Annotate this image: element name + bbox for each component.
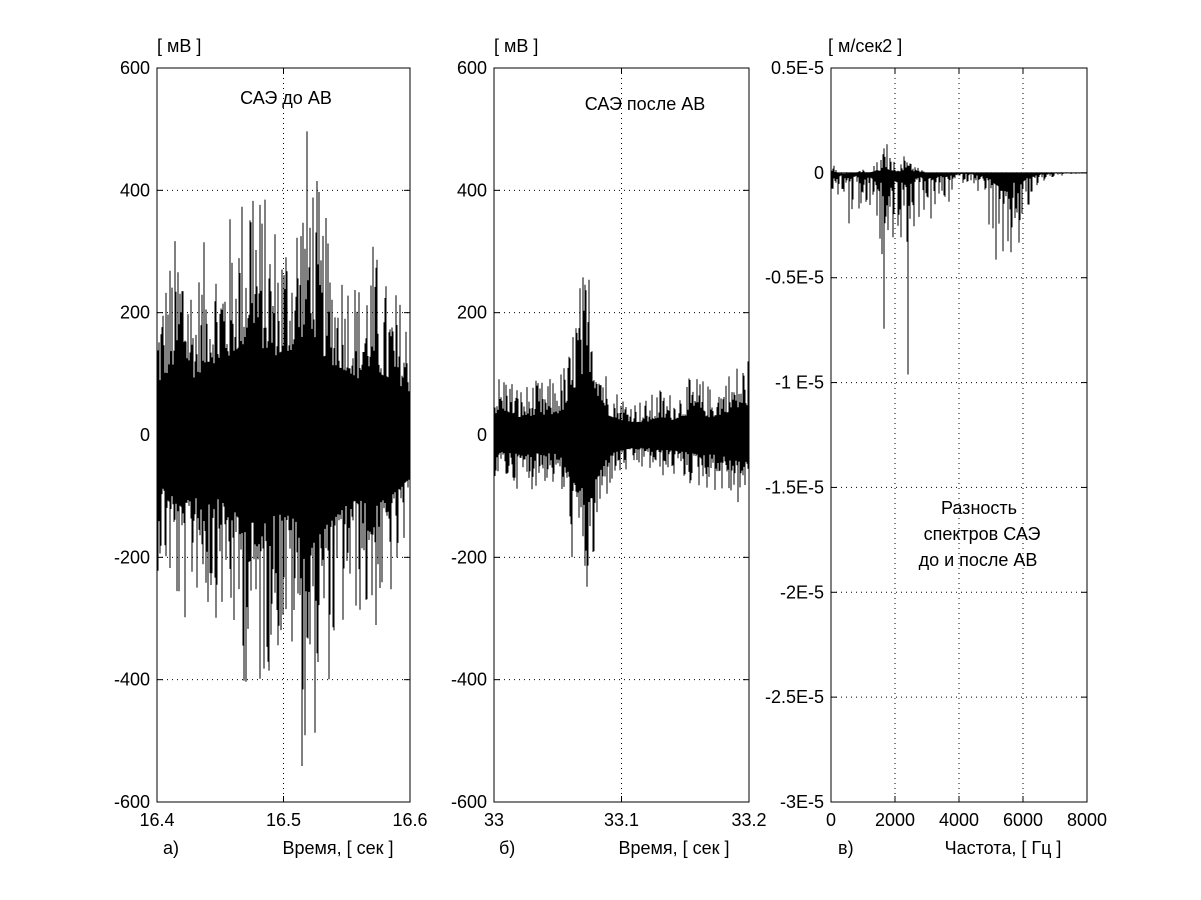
y-tick-label: -1 E-5 — [775, 373, 824, 393]
y-tick-label: 600 — [120, 58, 150, 78]
y-tick-label: 600 — [457, 58, 487, 78]
x-axis-label: Частота, [ Гц ] — [945, 838, 1062, 858]
x-tick-label: 2000 — [875, 810, 915, 830]
y-tick-label: 0 — [477, 425, 487, 445]
plot-annotation: САЭ до АВ — [240, 88, 332, 108]
unit-label: [ мВ ] — [157, 36, 201, 56]
plot-annotation: Разность — [941, 498, 1017, 518]
y-tick-label: -0.5E-5 — [765, 268, 824, 288]
y-tick-label: 400 — [120, 180, 150, 200]
y-tick-label: 0 — [140, 425, 150, 445]
y-tick-label: 200 — [120, 303, 150, 323]
x-tick-label: 0 — [826, 810, 836, 830]
y-tick-label: -600 — [114, 792, 150, 812]
y-tick-label: -200 — [451, 547, 487, 567]
plot-annotation: спектров САЭ — [924, 524, 1041, 544]
y-tick-label: 0 — [814, 163, 824, 183]
panel-letter: а) — [163, 838, 179, 858]
x-tick-label: 4000 — [939, 810, 979, 830]
x-tick-label: 33.2 — [731, 810, 766, 830]
y-tick-label: -400 — [451, 670, 487, 690]
x-tick-label: 33.1 — [604, 810, 639, 830]
x-tick-label: 16.6 — [392, 810, 427, 830]
panel-time-signal-before: 16.4 16.5 16.6 -600 -400 -200 0 200 400 600 [ мВ ]… — [114, 36, 428, 858]
y-tick-label: 0.5E-5 — [771, 58, 824, 78]
x-axis-label: Время, [ сек ] — [618, 838, 729, 858]
x-tick-label: 8000 — [1067, 810, 1107, 830]
x-tick-label: 33 — [484, 810, 504, 830]
plot-annotation: до и после АВ — [919, 550, 1038, 570]
panel-spectrum-difference: 0 2000 4000 6000 8000 0.5E-5 0 -0.5E-5 -1 E-5 -1.… — [765, 36, 1107, 858]
y-tick-label: 200 — [457, 303, 487, 323]
y-tick-label: 400 — [457, 180, 487, 200]
panel-letter: б) — [499, 838, 515, 858]
y-tick-label: -200 — [114, 547, 150, 567]
y-tick-label: -1.5E-5 — [765, 477, 824, 497]
y-tick-label: -2.5E-5 — [765, 687, 824, 707]
x-axis-label: Время, [ сек ] — [282, 838, 393, 858]
unit-label: [ мВ ] — [494, 36, 538, 56]
panel-time-signal-after: 33 33.1 33.2 -600 -400 -200 0 200 400 600 [ мВ ] б)… — [451, 36, 767, 858]
y-tick-label: -3E-5 — [780, 792, 824, 812]
plot-annotation: САЭ после АВ — [585, 94, 705, 114]
y-tick-label: -400 — [114, 670, 150, 690]
panel-letter: в) — [838, 838, 854, 858]
unit-label: [ м/сек2 ] — [828, 36, 902, 56]
y-tick-label: -600 — [451, 792, 487, 812]
x-tick-label: 16.4 — [139, 810, 174, 830]
y-tick-label: -2E-5 — [780, 582, 824, 602]
x-tick-label: 16.5 — [266, 810, 301, 830]
x-tick-label: 6000 — [1003, 810, 1043, 830]
